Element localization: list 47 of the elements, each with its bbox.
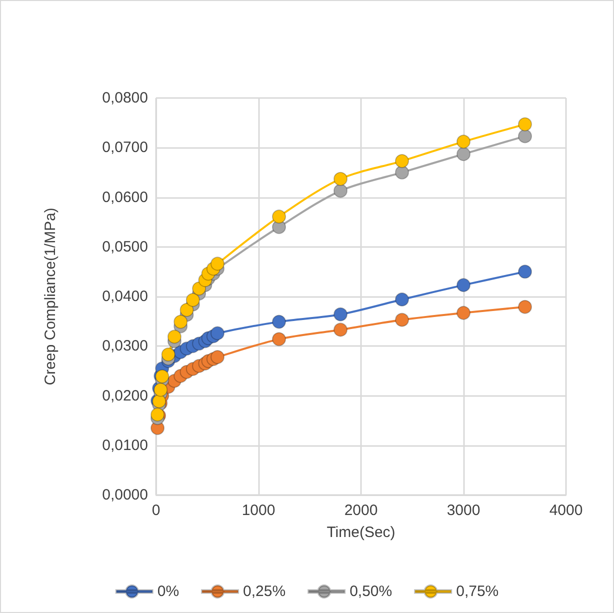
y-axis-title: Creep Compliance(1/MPa) (42, 208, 59, 386)
point (210, 350, 224, 364)
point (395, 154, 409, 168)
y-tick-label: 0,0600 (102, 188, 148, 206)
point (272, 314, 286, 329)
legend-label: 0% (157, 583, 180, 600)
point (456, 134, 470, 149)
y-tick-label: 0,0800 (102, 90, 148, 106)
point (334, 172, 348, 186)
point (518, 300, 532, 314)
point (334, 184, 348, 198)
point (272, 332, 286, 346)
y-tick-label: 0,0200 (102, 387, 148, 404)
point (167, 330, 182, 344)
y-tick-label: 0,0500 (102, 238, 148, 256)
point (210, 256, 224, 271)
point (395, 165, 409, 180)
point (456, 147, 470, 162)
legend-label: 0,25% (243, 583, 286, 600)
point (456, 278, 470, 292)
x-tick-label: 2000 (344, 502, 378, 519)
point (334, 307, 348, 322)
point (272, 210, 286, 224)
point (518, 117, 532, 132)
point (334, 322, 348, 337)
y-tick-label: 0,0000 (102, 486, 148, 504)
x-tick-label: 3000 (446, 502, 480, 519)
point (161, 348, 176, 362)
point (456, 306, 470, 320)
legend-label: 0,50% (350, 583, 392, 600)
point (210, 326, 224, 340)
point (186, 292, 200, 307)
x-axis-title: Time(Sec) (326, 524, 396, 541)
x-tick-label: 1000 (242, 502, 276, 519)
x-tick-label: 0 (152, 502, 160, 519)
y-tick-label: 0,0100 (102, 436, 148, 454)
y-tick-label: 0,0700 (102, 139, 148, 156)
point (518, 264, 532, 279)
y-tick-label: 0,0300 (102, 338, 148, 355)
point (395, 312, 409, 327)
x-tick-label: 4000 (549, 502, 583, 519)
point (174, 314, 188, 329)
point (180, 302, 194, 317)
point (518, 129, 532, 144)
legend-label: 0,75% (456, 583, 499, 600)
y-tick-label: 0,0400 (102, 288, 148, 305)
point (395, 292, 409, 306)
